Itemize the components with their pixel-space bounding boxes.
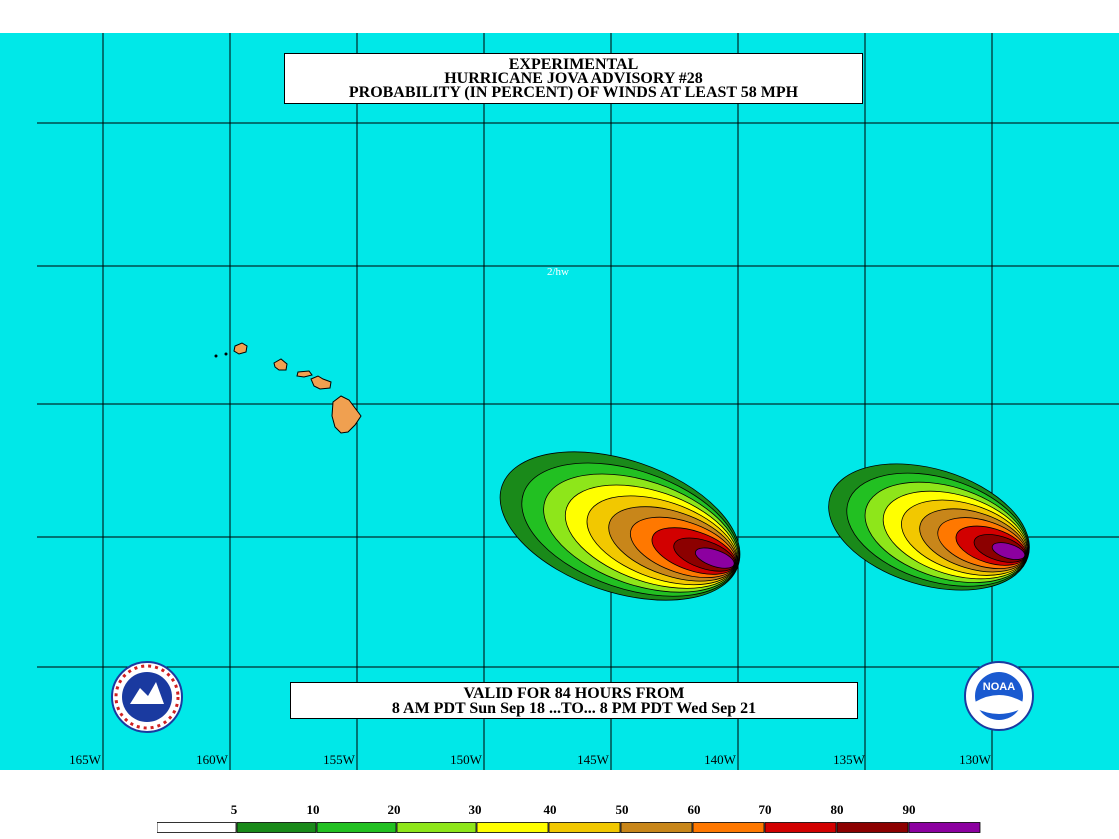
legend-swatch [692,822,765,833]
valid-line-2: 8 AM PDT Sun Sep 18 ...TO... 8 PM PDT We… [391,700,757,717]
island-oahu [273,358,288,371]
nws-logo [111,661,183,733]
probability-map [0,33,1119,770]
analyst-stamp: 2/hw [547,266,569,278]
contour-band [991,542,1026,560]
legend-label: 40 [543,802,557,817]
legend-swatch [836,822,909,833]
valid-time-box: VALID FOR 84 HOURS FROM 8 AM PDT Sun Sep… [290,682,858,719]
lon-label: 165W [69,752,101,767]
hawaiian-islands [214,342,362,434]
island-maui [310,375,332,390]
legend-swatch [236,822,317,833]
title-line-3: PROBABILITY (IN PERCENT) OF WINDS AT LEA… [348,84,799,101]
legend-label: 70 [758,802,772,817]
lon-label: 140W [704,752,736,767]
legend-swatch [620,822,693,833]
legend-swatch [476,822,549,833]
legend-label: 60 [687,802,701,817]
island-hawaii [331,395,362,434]
legend-swatch [157,822,237,833]
lon-label: 155W [323,752,355,767]
lon-label: 145W [577,752,609,767]
island-molokai [296,370,313,378]
lon-label: 160W [196,752,228,767]
lon-label: 130W [959,752,991,767]
noaa-logo-text: NOAA [983,681,1015,693]
legend-swatch [908,822,981,833]
title-line-2: HURRICANE JOVA ADVISORY #28 [444,70,703,87]
lon-label: 150W [450,752,482,767]
noaa-logo: NOAA [964,661,1034,731]
legend-swatch [548,822,621,833]
valid-line-1: VALID FOR 84 HOURS FROM [463,685,685,702]
legend-label: 90 [902,802,916,817]
contour-band [694,547,735,569]
lat-lon-grid [37,33,1119,770]
lon-label: 135W [833,752,865,767]
legend-swatch [764,822,837,833]
legend-label: 50 [615,802,629,817]
ocean [0,33,1119,770]
legend-label: 30 [468,802,482,817]
legend-label: 20 [387,802,401,817]
legend-label: 80 [830,802,844,817]
title-box: EXPERIMENTAL HURRICANE JOVA ADVISORY #28… [284,53,863,104]
legend-label: 5 [230,802,238,817]
title-line-1: EXPERIMENTAL [508,56,639,73]
island-kauai [233,342,248,355]
color-scale-legend [157,822,981,833]
wind-probability-contours [499,451,1030,601]
legend-swatch [396,822,477,833]
legend-label: 10 [306,802,320,817]
legend-swatch [316,822,397,833]
